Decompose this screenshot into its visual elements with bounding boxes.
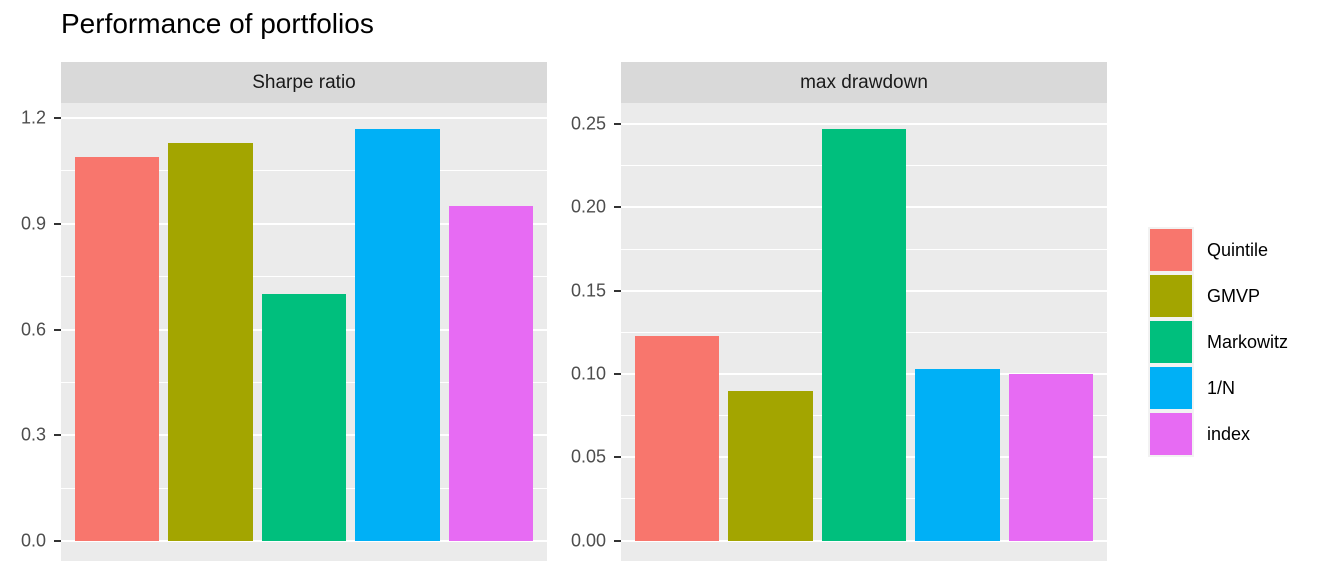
y-axis-tick-label: 1.2: [20, 107, 46, 128]
gridline-major: [621, 123, 1107, 126]
y-axis-tick-mark: [614, 289, 621, 292]
gridline-major: [61, 117, 547, 120]
legend-label: Markowitz: [1207, 331, 1289, 352]
y-axis-tick-mark: [614, 539, 621, 542]
bar-1-n: [355, 128, 440, 541]
legend-entry-index: index: [1148, 411, 1288, 457]
y-axis-max-drawdown: 0.00 0.05 0.10 0.15 0.20 0.25: [555, 103, 621, 561]
legend-entry-quintile: Quintile: [1148, 227, 1288, 273]
y-axis-tick-mark: [614, 456, 621, 459]
gridline-major: [61, 539, 547, 542]
y-axis-tick-label: 0.05: [570, 446, 606, 467]
legend-label: Quintile: [1207, 239, 1269, 260]
legend-label: 1/N: [1207, 377, 1236, 398]
gridline-major: [621, 539, 1107, 542]
legend-entry-markowitz: Markowitz: [1148, 319, 1289, 365]
bar-index: [1008, 373, 1093, 541]
y-axis-tick-mark: [614, 206, 621, 209]
legend-label: index: [1207, 423, 1251, 444]
y-axis-tick-label: 0.00: [570, 530, 606, 550]
facet-strip-max-drawdown: max drawdown: [621, 62, 1107, 103]
facet-max-drawdown: max drawdown 0.00 0.05 0.10 0.15 0.20 0.25: [571, 62, 1107, 561]
y-axis-tick-mark: [54, 539, 61, 542]
y-axis-tick-label: 0.9: [20, 213, 46, 234]
legend-swatch: [1148, 319, 1194, 365]
legend-entry-1-n: 1/N: [1148, 365, 1288, 411]
legend-label: GMVP: [1207, 285, 1261, 306]
bar-quintile: [635, 335, 720, 541]
legend-swatch: [1148, 273, 1194, 319]
gridline-minor: [61, 170, 547, 172]
legend-swatch: [1148, 365, 1194, 411]
legend-swatch: [1148, 411, 1194, 457]
facet-sharpe-ratio: Sharpe ratio 0.0 0.3 0.6 0.9 1.2: [21, 62, 547, 561]
facet-strip-sharpe-ratio: Sharpe ratio: [61, 62, 547, 103]
bar-markowitz: [821, 129, 907, 541]
bar-gmvp: [728, 390, 813, 541]
y-axis-tick-mark: [614, 123, 621, 126]
chart-title: Performance of portfolios: [61, 8, 374, 39]
panel-sharpe-ratio: [61, 103, 547, 561]
gridline-minor: [61, 276, 547, 278]
y-axis-tick-mark: [54, 434, 61, 437]
y-axis-tick-label: 0.0: [20, 530, 46, 551]
legend: Quintile GMVP Markowitz 1/N index: [1148, 227, 1289, 459]
y-axis-tick-label: 0.20: [570, 196, 606, 217]
y-axis-tick-label: 0.15: [570, 280, 606, 301]
panel-max-drawdown: [621, 103, 1107, 561]
y-axis-tick-mark: [54, 117, 61, 120]
y-axis-tick-mark: [54, 222, 61, 225]
y-axis-tick-label: 0.25: [570, 113, 606, 134]
bar-markowitz: [261, 294, 347, 541]
legend-swatch: [1148, 227, 1194, 273]
bar-quintile: [75, 156, 160, 541]
bar-gmvp: [168, 142, 253, 541]
y-axis-tick-mark: [614, 372, 621, 375]
y-axis-tick-label: 0.3: [20, 424, 46, 445]
bar-index: [448, 206, 533, 541]
y-axis-tick-label: 0.6: [20, 319, 46, 340]
bar-1-n: [915, 368, 1000, 541]
legend-entry-gmvp: GMVP: [1148, 273, 1288, 319]
gridline-major: [61, 222, 547, 225]
y-axis-tick-label: 0.10: [570, 363, 606, 384]
y-axis-sharpe-ratio: 0.0 0.3 0.6 0.9 1.2: [0, 103, 61, 561]
y-axis-tick-mark: [54, 328, 61, 331]
